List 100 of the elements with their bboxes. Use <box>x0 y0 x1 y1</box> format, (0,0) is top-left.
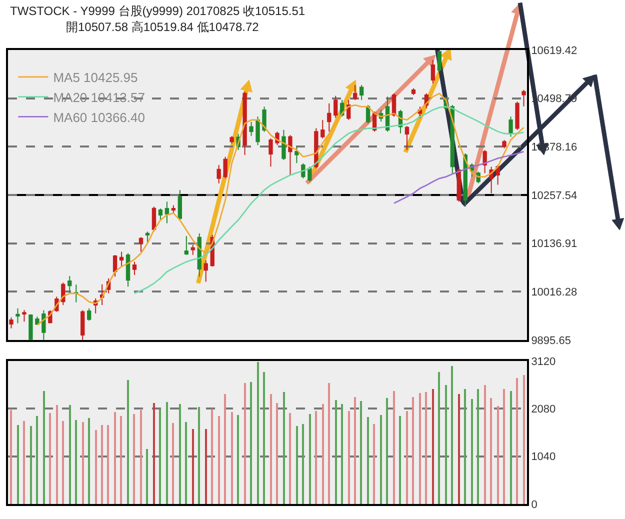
bar <box>250 382 252 504</box>
bar <box>367 417 369 504</box>
candlestick <box>288 134 292 176</box>
bar <box>335 400 337 504</box>
bar <box>211 409 213 504</box>
candlestick <box>404 126 410 150</box>
candlestick <box>145 231 150 244</box>
bar <box>95 430 97 504</box>
bar <box>127 380 129 504</box>
candlestick <box>87 308 92 322</box>
candlestick <box>482 149 487 174</box>
y-tick-label: 10619.42 <box>531 44 578 57</box>
candlestick <box>68 275 72 294</box>
candlestick <box>171 204 176 214</box>
bar <box>451 366 453 504</box>
candlestick <box>74 284 78 303</box>
bar <box>101 425 103 504</box>
bar <box>497 406 499 504</box>
bar <box>289 413 291 504</box>
candlestick <box>119 251 124 268</box>
bar <box>231 412 233 504</box>
bar <box>270 394 272 504</box>
candlestick <box>508 116 513 138</box>
bar <box>406 411 408 504</box>
bar <box>140 410 142 504</box>
bar <box>10 410 12 504</box>
bar <box>471 399 473 504</box>
bar <box>283 392 285 504</box>
candlestick <box>327 102 332 132</box>
candlestick <box>456 168 461 202</box>
candlestick <box>515 101 520 130</box>
y-tick-label: 2080 <box>531 404 556 416</box>
bar <box>192 429 194 504</box>
bar <box>503 389 505 504</box>
bar <box>23 421 25 504</box>
bar <box>153 403 155 504</box>
bar <box>107 425 109 504</box>
bar <box>75 420 77 504</box>
legend-label: MA5 10425.95 <box>53 70 138 85</box>
candlestick <box>242 91 247 156</box>
bar <box>360 401 362 504</box>
bar <box>205 429 207 504</box>
bar <box>458 394 460 504</box>
candlestick <box>320 120 325 139</box>
candlestick <box>216 164 221 184</box>
bar <box>218 416 220 504</box>
candlestick <box>352 84 358 101</box>
y-tick-label: 10136.91 <box>531 238 578 250</box>
bar <box>348 411 350 504</box>
y-tick-label: 9895.65 <box>531 334 571 347</box>
bar <box>120 416 122 504</box>
bar <box>237 415 239 504</box>
bar <box>224 394 226 504</box>
candlestick <box>249 121 254 136</box>
chart-title: TWSTOCK - Y9999 台股(y9999) 20170825 收10515.51 <box>10 4 306 18</box>
bar <box>445 385 447 504</box>
candlestick <box>35 316 40 326</box>
y-tick-label: 3120 <box>531 356 556 368</box>
bar <box>412 397 414 504</box>
candlestick <box>16 308 20 324</box>
y-tick-label: 0 <box>531 498 538 511</box>
bar <box>49 413 51 504</box>
bar <box>30 426 32 504</box>
bar <box>464 389 466 504</box>
bar <box>88 418 90 504</box>
candlestick <box>411 88 416 96</box>
bar <box>425 392 427 504</box>
bar <box>296 426 298 504</box>
candlestick <box>158 208 163 221</box>
bar <box>432 389 434 504</box>
candlestick <box>522 89 526 107</box>
bar <box>82 422 84 504</box>
candlestick <box>126 252 130 288</box>
bar <box>69 405 71 504</box>
bar <box>146 449 148 504</box>
bar <box>185 422 187 504</box>
bar <box>56 405 58 504</box>
legend-label: MA20 10413.57 <box>53 90 145 105</box>
bar <box>373 424 375 504</box>
bar <box>354 397 356 504</box>
candlestick <box>178 190 182 221</box>
line-series <box>36 92 524 326</box>
candlestick <box>132 261 137 276</box>
candlestick <box>80 310 85 340</box>
bar <box>380 415 382 504</box>
candlestick <box>138 236 144 252</box>
bar <box>17 425 19 504</box>
candlestick <box>430 59 436 84</box>
bar <box>438 372 440 504</box>
candlestick <box>112 254 118 278</box>
bar <box>36 416 38 504</box>
candlestick <box>184 236 188 256</box>
bar <box>276 403 278 504</box>
bar <box>510 391 512 504</box>
bar <box>309 414 311 504</box>
candlestick <box>282 129 286 160</box>
bar <box>244 383 246 504</box>
y-tick-label: 10016.28 <box>531 286 578 299</box>
candlestick <box>223 156 228 179</box>
candlestick <box>294 146 299 164</box>
